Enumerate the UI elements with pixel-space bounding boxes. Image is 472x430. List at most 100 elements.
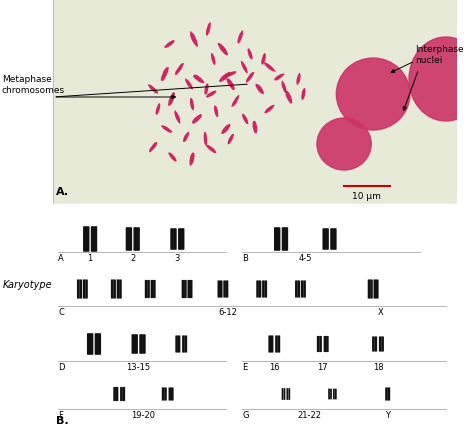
Polygon shape	[261, 54, 266, 65]
FancyBboxPatch shape	[335, 389, 337, 399]
Polygon shape	[161, 68, 169, 82]
Polygon shape	[156, 104, 160, 116]
Polygon shape	[228, 135, 234, 145]
FancyBboxPatch shape	[278, 336, 280, 353]
FancyBboxPatch shape	[86, 227, 90, 252]
Polygon shape	[164, 41, 175, 49]
Text: Y: Y	[385, 410, 390, 419]
FancyBboxPatch shape	[223, 281, 226, 298]
Text: 2: 2	[130, 253, 135, 262]
FancyBboxPatch shape	[145, 280, 147, 298]
Polygon shape	[206, 91, 217, 98]
FancyBboxPatch shape	[282, 388, 283, 400]
FancyBboxPatch shape	[135, 335, 138, 354]
Polygon shape	[192, 115, 202, 125]
FancyBboxPatch shape	[330, 229, 334, 250]
Polygon shape	[211, 54, 216, 66]
Text: D: D	[58, 362, 65, 371]
Polygon shape	[189, 153, 194, 166]
FancyBboxPatch shape	[117, 280, 119, 299]
Polygon shape	[296, 74, 301, 86]
Polygon shape	[281, 81, 287, 94]
Polygon shape	[174, 111, 180, 124]
FancyBboxPatch shape	[139, 335, 143, 354]
Ellipse shape	[317, 119, 371, 171]
Text: 6-12: 6-12	[219, 307, 237, 316]
FancyBboxPatch shape	[190, 280, 193, 298]
FancyBboxPatch shape	[259, 281, 261, 298]
FancyBboxPatch shape	[116, 387, 118, 401]
Polygon shape	[206, 23, 211, 37]
Text: A: A	[58, 253, 64, 262]
Ellipse shape	[409, 38, 472, 122]
FancyBboxPatch shape	[128, 227, 132, 251]
FancyBboxPatch shape	[271, 336, 273, 353]
Polygon shape	[190, 98, 194, 111]
FancyBboxPatch shape	[123, 387, 125, 401]
FancyBboxPatch shape	[113, 280, 116, 299]
FancyBboxPatch shape	[264, 281, 267, 298]
FancyBboxPatch shape	[372, 337, 375, 352]
Polygon shape	[221, 124, 230, 135]
Text: 19-20: 19-20	[131, 410, 155, 419]
Text: F: F	[58, 410, 63, 419]
FancyBboxPatch shape	[333, 229, 337, 250]
Polygon shape	[246, 73, 254, 83]
Polygon shape	[175, 64, 184, 76]
Polygon shape	[183, 132, 189, 143]
Polygon shape	[204, 84, 209, 96]
Polygon shape	[242, 114, 248, 125]
Polygon shape	[224, 72, 236, 78]
FancyBboxPatch shape	[182, 280, 184, 298]
Text: 1: 1	[87, 253, 93, 262]
Text: G: G	[242, 410, 249, 419]
Polygon shape	[185, 80, 193, 90]
Text: 3: 3	[175, 253, 180, 262]
FancyBboxPatch shape	[373, 280, 376, 299]
Polygon shape	[231, 95, 239, 108]
Text: Interphase
nuclei: Interphase nuclei	[415, 45, 464, 65]
FancyBboxPatch shape	[269, 336, 271, 353]
FancyBboxPatch shape	[90, 333, 93, 355]
FancyBboxPatch shape	[326, 336, 329, 352]
FancyBboxPatch shape	[83, 280, 85, 299]
FancyBboxPatch shape	[126, 227, 129, 251]
Text: B: B	[242, 253, 248, 262]
FancyBboxPatch shape	[328, 389, 330, 399]
Polygon shape	[214, 106, 219, 118]
FancyBboxPatch shape	[98, 333, 101, 355]
FancyBboxPatch shape	[151, 280, 153, 298]
Ellipse shape	[337, 59, 410, 131]
FancyBboxPatch shape	[301, 281, 303, 298]
FancyBboxPatch shape	[297, 281, 300, 298]
Polygon shape	[168, 92, 175, 107]
FancyBboxPatch shape	[370, 280, 373, 299]
Polygon shape	[301, 89, 305, 101]
Text: 10 μm: 10 μm	[353, 191, 381, 200]
FancyBboxPatch shape	[376, 280, 379, 299]
Polygon shape	[203, 132, 207, 147]
Bar	[53, 0, 457, 205]
Text: Karyotype: Karyotype	[3, 280, 52, 289]
FancyBboxPatch shape	[287, 388, 288, 400]
FancyBboxPatch shape	[381, 337, 384, 352]
FancyBboxPatch shape	[330, 389, 332, 399]
Polygon shape	[274, 74, 285, 81]
FancyBboxPatch shape	[119, 280, 122, 299]
FancyBboxPatch shape	[169, 387, 171, 401]
FancyBboxPatch shape	[120, 387, 123, 401]
Polygon shape	[168, 153, 177, 163]
Polygon shape	[148, 85, 158, 95]
FancyBboxPatch shape	[319, 336, 322, 352]
Text: A.: A.	[56, 187, 69, 197]
Polygon shape	[253, 122, 257, 134]
FancyBboxPatch shape	[256, 281, 259, 298]
FancyBboxPatch shape	[385, 387, 388, 401]
FancyBboxPatch shape	[85, 280, 88, 299]
FancyBboxPatch shape	[388, 387, 390, 401]
FancyBboxPatch shape	[288, 388, 290, 400]
FancyBboxPatch shape	[182, 336, 185, 353]
FancyBboxPatch shape	[142, 335, 146, 354]
FancyBboxPatch shape	[181, 229, 185, 250]
FancyBboxPatch shape	[218, 281, 220, 298]
